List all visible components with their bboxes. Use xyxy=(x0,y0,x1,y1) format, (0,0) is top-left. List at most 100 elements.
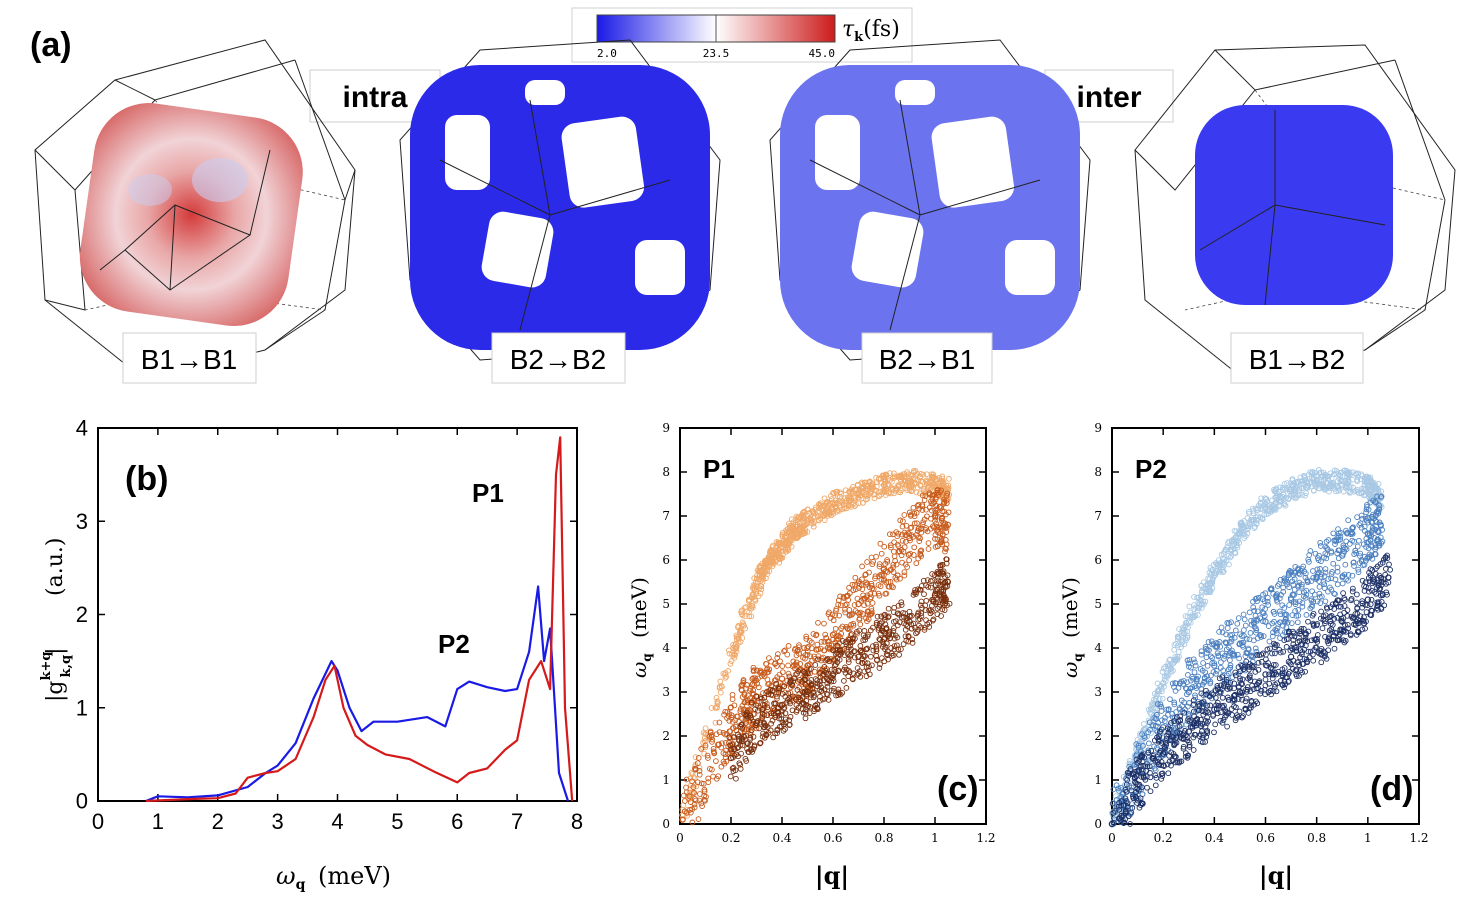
scatter-point xyxy=(1282,502,1289,509)
scatter-point xyxy=(1236,655,1242,662)
scatter-point xyxy=(722,739,729,746)
scatter-point xyxy=(876,665,883,671)
scatter-point xyxy=(1241,627,1247,633)
scatter-point xyxy=(910,468,917,474)
data-point xyxy=(1211,706,1218,713)
scatter-point xyxy=(918,610,925,617)
scatter-point xyxy=(1245,675,1251,682)
scatter-point xyxy=(695,755,702,761)
x-tick-label: 0.2 xyxy=(721,831,740,845)
scatter-point xyxy=(776,715,782,722)
scatter-point xyxy=(1300,563,1307,570)
scatter-point xyxy=(737,766,744,772)
scatter-point xyxy=(1180,743,1187,750)
scatter-point xyxy=(1305,579,1311,586)
scatter-point xyxy=(1204,714,1210,721)
scatter-point xyxy=(1228,635,1235,642)
scatter-point xyxy=(1253,520,1260,526)
y-tick-label: 0 xyxy=(76,789,88,814)
scatter-point xyxy=(1159,695,1166,702)
scatter-point xyxy=(716,719,723,726)
scatter-point xyxy=(1372,498,1379,505)
scatter-point xyxy=(1179,639,1186,646)
scatter-point xyxy=(1231,652,1238,659)
scatter-point xyxy=(1302,635,1309,641)
data-point xyxy=(855,653,862,661)
scatter-point xyxy=(900,641,907,647)
scatter-point xyxy=(1250,604,1257,611)
scatter-point xyxy=(1242,705,1249,712)
scatter-point xyxy=(893,576,900,583)
fs-hole xyxy=(635,240,685,295)
data-point xyxy=(1185,618,1193,625)
scatter-point xyxy=(810,508,816,515)
scatter-point xyxy=(1353,550,1359,556)
y-tick-label: 4 xyxy=(1094,641,1102,655)
scatter-point xyxy=(1341,467,1348,474)
scatter-point xyxy=(751,682,758,688)
scatter-point xyxy=(1221,653,1228,659)
scatter-point xyxy=(877,661,883,668)
scatter-point xyxy=(745,748,752,755)
scatter-point xyxy=(714,698,721,705)
scatter-point xyxy=(765,691,772,698)
scatter-point xyxy=(749,690,756,697)
scatter-point xyxy=(779,663,786,669)
scatter-point xyxy=(1175,642,1181,649)
scatter-point xyxy=(1250,516,1257,523)
scatter-point xyxy=(1189,614,1195,621)
scatter-point xyxy=(800,689,807,696)
scatter-point xyxy=(809,685,816,691)
scatter-point xyxy=(905,633,912,640)
scatter-point xyxy=(748,747,755,753)
scatter-point xyxy=(737,761,743,768)
scatter-point xyxy=(1216,629,1222,635)
panel-c-y-axis-label: ωq (meV) xyxy=(627,577,654,678)
data-point xyxy=(1364,530,1372,537)
scatter-point xyxy=(1197,716,1204,723)
scatter-point xyxy=(1220,569,1226,576)
scatter-point xyxy=(898,474,905,481)
scatter-point xyxy=(1207,587,1214,594)
scatter-point xyxy=(873,483,880,490)
scatter-point xyxy=(713,705,720,711)
scatter-point xyxy=(1335,526,1341,532)
scatter-point xyxy=(1277,649,1284,656)
scatter-point xyxy=(750,667,757,674)
scatter-point xyxy=(1144,784,1150,791)
scatter-point xyxy=(895,543,902,549)
scatter-point xyxy=(872,487,879,494)
scatter-point xyxy=(1310,610,1317,617)
scatter-point xyxy=(1332,541,1338,547)
scatter-point xyxy=(873,619,880,626)
scatter-point xyxy=(771,677,778,684)
scatter-point xyxy=(1198,699,1205,706)
data-point xyxy=(1313,574,1320,581)
scatter-point xyxy=(928,584,934,591)
panel-b-series xyxy=(145,436,574,803)
scatter-point xyxy=(744,740,751,746)
scatter-point xyxy=(1331,537,1338,544)
data-point xyxy=(1211,662,1218,669)
scatter-point xyxy=(1291,630,1297,637)
data-point xyxy=(791,526,799,533)
scatter-point xyxy=(828,512,835,519)
scatter-point xyxy=(757,565,764,571)
scatter-point xyxy=(1225,696,1232,703)
scatter-point xyxy=(1192,692,1198,699)
scatter-point xyxy=(1312,470,1318,476)
scatter-point xyxy=(868,554,875,561)
scatter-point xyxy=(726,647,732,654)
scatter-point xyxy=(918,547,925,554)
scatter-point xyxy=(774,693,780,700)
scatter-point xyxy=(740,677,747,683)
scatter-point xyxy=(1245,710,1252,716)
scatter-point xyxy=(835,668,842,675)
scatter-point xyxy=(898,552,905,559)
scatter-point xyxy=(1242,706,1249,712)
scatter-point xyxy=(1228,638,1235,645)
scatter-point xyxy=(1239,633,1245,639)
scatter-point xyxy=(847,642,854,649)
scatter-point xyxy=(1263,651,1269,658)
